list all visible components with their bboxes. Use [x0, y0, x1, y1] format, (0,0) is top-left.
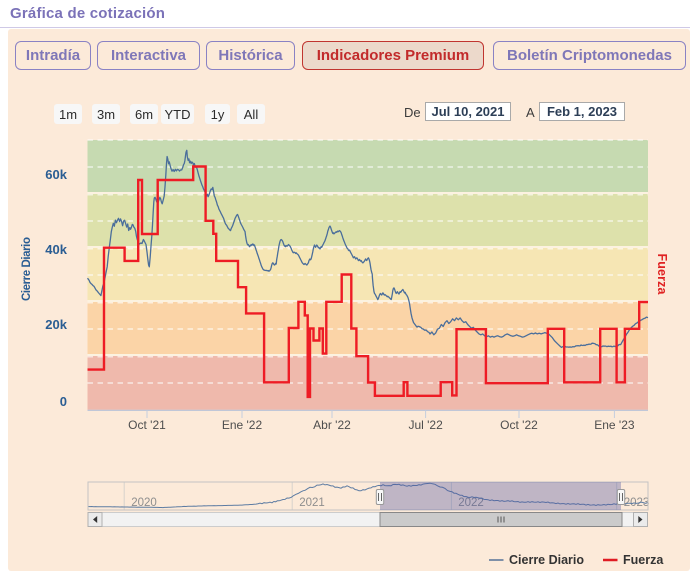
svg-text:Fuerza: Fuerza: [655, 254, 669, 296]
svg-text:20k: 20k: [45, 317, 67, 332]
svg-text:Cierre Diario: Cierre Diario: [509, 553, 584, 567]
svg-text:Fuerza: Fuerza: [623, 553, 664, 567]
svg-text:40k: 40k: [45, 242, 67, 257]
svg-text:Abr '22: Abr '22: [313, 418, 351, 432]
svg-text:Ene '22: Ene '22: [222, 418, 263, 432]
svg-text:60k: 60k: [45, 167, 67, 182]
svg-text:Oct '21: Oct '21: [128, 418, 166, 432]
svg-text:Oct '22: Oct '22: [500, 418, 538, 432]
svg-text:2020: 2020: [131, 497, 157, 509]
svg-text:2021: 2021: [299, 497, 325, 509]
svg-text:0: 0: [60, 394, 67, 409]
svg-text:Ene '23: Ene '23: [594, 418, 635, 432]
svg-text:Cierre Diario: Cierre Diario: [21, 237, 33, 301]
svg-text:2022: 2022: [458, 497, 484, 509]
svg-text:Jul '22: Jul '22: [408, 418, 443, 432]
